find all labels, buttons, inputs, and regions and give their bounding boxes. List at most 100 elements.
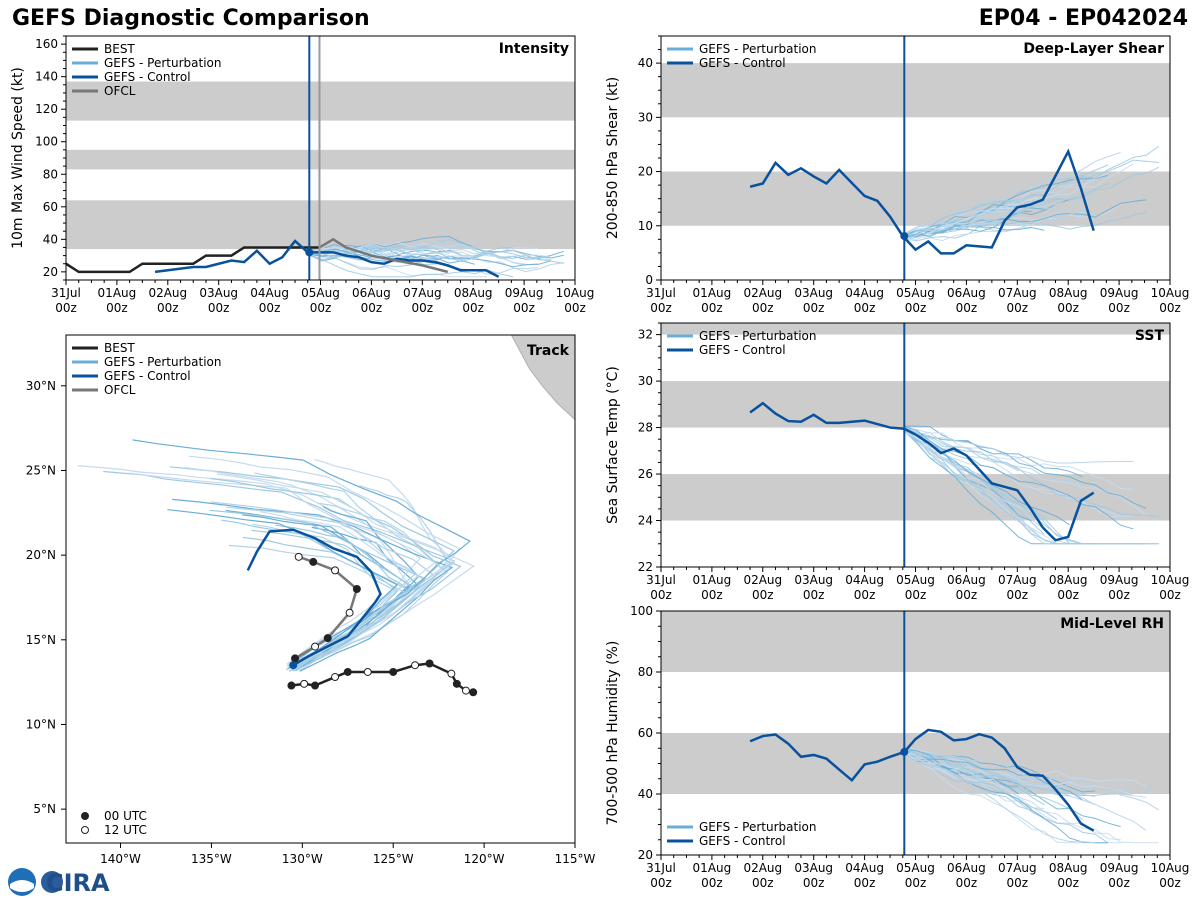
intensity-perturbation-line [309,253,514,278]
shear-xtick-label-hour: 00z [1108,301,1130,315]
track-perturbation-line [251,529,418,668]
rh-xtick-label-hour: 00z [854,876,876,890]
shear-perturbation-line [904,202,1045,238]
intensity-band-1 [66,149,575,170]
rh-xtick-label-day: 04Aug [845,861,884,875]
track-perturbation-line [169,466,455,667]
track-ytick-label: 20°N [26,548,56,562]
sst-ytick-label: 30 [638,374,653,388]
sst-band-2 [661,323,1170,335]
shear-xtick-label-day: 08Aug [1049,286,1088,300]
track-point-ofcl [309,557,318,566]
shear-perturbation-line [904,226,1032,242]
intensity-xtick-label-hour: 00z [564,301,586,315]
shear-legend-label: GEFS - Perturbation [699,42,816,56]
sst-panel-title: SST [1135,328,1165,344]
shear-ytick-label: 20 [638,165,653,179]
sst-legend-label: GEFS - Control [699,343,786,357]
intensity-xtick-label-hour: 00z [513,301,535,315]
intensity-ytick-label: 80 [43,167,58,181]
track-perturbation-line [221,519,399,669]
shear-xtick-label-hour: 00z [956,301,978,315]
track-marker-legend-icon [81,812,89,820]
rh-panel-title: Mid-Level RH [1060,616,1164,632]
intensity-xtick-label-day: 08Aug [454,286,493,300]
track-line-best [291,662,474,694]
track-legend-label: GEFS - Control [104,369,191,383]
shear-xtick-label-hour: 00z [1007,301,1029,315]
rh-band-0 [661,733,1170,794]
sst-xtick-label-hour: 00z [854,588,876,602]
track-legend-label: OFCL [104,383,136,397]
rh-ytick-label: 60 [638,726,653,740]
shear-xtick-label-day: 06Aug [947,286,986,300]
intensity-ytick-label: 100 [35,135,58,149]
track-point-ofcl [352,585,361,593]
sst-xtick-label-day: 02Aug [743,573,782,587]
sst-perturbation-line [904,431,1058,545]
track-perturbation-line [172,498,454,672]
intensity-xtick-label-hour: 00z [157,301,179,315]
rh-xtick-label-hour: 00z [1108,876,1130,890]
rh-series-gefs-control [749,728,1095,832]
intensity-xtick-label-hour: 00z [462,301,484,315]
shear-legend-label: GEFS - Control [699,56,786,70]
intensity-xtick-label-hour: 00z [412,301,434,315]
track-ytick-label: 10°N [26,717,56,731]
sst-plot-area [661,323,1170,567]
intensity-xtick-label-day: 06Aug [352,286,391,300]
shear-ytick-label: 0 [645,273,653,287]
shear-xtick-label-hour: 00z [1159,301,1181,315]
intensity-current-marker [305,248,314,257]
intensity-legend-label: GEFS - Control [104,70,191,84]
track-point-best [452,679,461,688]
rh-xtick-label-day: 09Aug [1100,861,1139,875]
track-current-marker [289,661,298,670]
track-xtick-label: 140°W [100,852,141,866]
rh-xtick-label-hour: 00z [956,876,978,890]
track-ytick-label: 5°N [33,802,56,816]
track-xtick-label: 115°W [555,852,596,866]
intensity-xtick-label-day: 05Aug [301,286,340,300]
intensity-plot-area [66,36,575,280]
sst-xtick-label-day: 01Aug [693,573,732,587]
sst-perturbation-line [903,427,1096,545]
shear-ytick-label: 10 [638,219,653,233]
rh-ytick-label: 80 [638,665,653,679]
intensity-series-ofcl [318,237,449,274]
track-perturbation-line [216,473,455,664]
track-point-best [469,688,478,697]
shear-perturbation-line [904,212,1147,242]
intensity-perturbation-line [309,249,526,265]
rh-xtick-label-hour: 00z [752,876,774,890]
rh-xtick-label-hour: 00z [1159,876,1181,890]
intensity-xtick-label-day: 07Aug [403,286,442,300]
track-point-best [331,673,340,682]
track-perturbation-line [209,509,427,666]
intensity-xtick-label-day: 31Jul [51,286,81,300]
rh-perturbation-line [904,749,1019,787]
track-ytick-label: 15°N [26,633,56,647]
sst-perturbation-line [903,429,1083,545]
shear-xtick-label-hour: 00z [701,301,723,315]
rh-xtick-label-hour: 00z [803,876,825,890]
shear-ytick-label: 40 [638,56,653,70]
rh-xtick-label-hour: 00z [1057,876,1079,890]
sst-xtick-label-day: 04Aug [845,573,884,587]
rh-legend-label: GEFS - Control [699,834,786,848]
sst-xtick-label-day: 05Aug [896,573,935,587]
track-panel-title: Track [527,343,570,359]
rh-legend-label: GEFS - Perturbation [699,820,816,834]
shear-xtick-label-hour: 00z [752,301,774,315]
track-perturbation-line [77,465,475,667]
track-line-control [246,528,382,667]
track-point-best [411,661,420,670]
track-perturbation-line [129,472,436,665]
intensity-ytick-label: 40 [43,232,58,246]
track-land-mass [510,335,575,421]
rh-perturbation-line [904,748,1070,797]
rh-xtick-label-day: 02Aug [743,861,782,875]
sst-xtick-label-day: 09Aug [1100,573,1139,587]
shear-xtick-label-day: 31Jul [646,286,676,300]
track-point-best [311,681,320,690]
